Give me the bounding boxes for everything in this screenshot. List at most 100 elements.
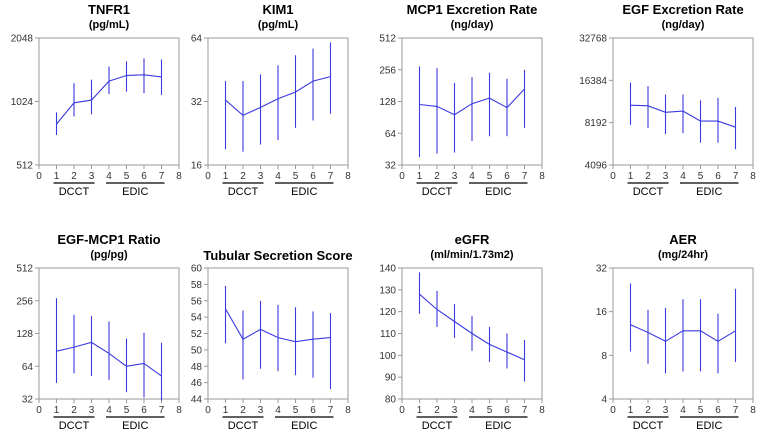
x-tick-label: 1 (417, 171, 423, 182)
y-tick-label: 8 (601, 351, 607, 362)
x-tick-label: 7 (522, 405, 528, 416)
x-tick-label: 5 (698, 405, 704, 416)
x-tick-label: 4 (680, 171, 686, 182)
chart-subtitle: (ng/day) (662, 19, 705, 31)
series-line (419, 293, 525, 361)
group-label: DCCT (59, 186, 90, 198)
chart-title: TNFR1 (88, 2, 130, 17)
chart-subtitle: (mg/24hr) (658, 249, 708, 261)
y-tick-label: 512 (16, 161, 33, 172)
x-tick-label: 8 (750, 171, 756, 182)
plot-frame (38, 37, 180, 166)
x-tick-label: 6 (504, 171, 510, 182)
y-tick-label: 16 (191, 161, 203, 172)
x-tick-label: 3 (89, 405, 95, 416)
x-tick-label: 8 (176, 171, 182, 182)
y-tick-label: 50 (191, 345, 203, 356)
chart-panel-7: eGFR (ml/min/1.73m2) 80 90 100 110 120 130 140 0 1… (379, 232, 545, 432)
x-tick-label: 0 (36, 405, 42, 416)
x-tick-label: 2 (240, 171, 246, 182)
x-tick-label: 3 (89, 171, 95, 182)
x-tick-label: 7 (733, 171, 739, 182)
y-tick-label: 256 (379, 65, 396, 76)
y-tick-label: 8192 (585, 118, 608, 129)
y-tick-label: 512 (16, 264, 33, 275)
y-tick-label: 32768 (579, 34, 607, 45)
chart-title: eGFR (455, 232, 490, 247)
x-tick-label: 0 (399, 405, 405, 416)
x-tick-label: 0 (205, 405, 211, 416)
y-tick-label: 16384 (579, 76, 607, 87)
x-tick-label: 6 (715, 171, 721, 182)
group-label: DCCT (228, 186, 259, 198)
y-tick-label: 32 (191, 97, 203, 108)
chart-title: EGF Excretion Rate (622, 2, 743, 17)
x-tick-label: 0 (610, 405, 616, 416)
x-tick-label: 3 (258, 405, 264, 416)
x-tick-label: 3 (663, 171, 669, 182)
x-tick-label: 2 (240, 405, 246, 416)
x-tick-label: 2 (434, 405, 440, 416)
chart-subtitle: (pg/mL) (89, 19, 130, 31)
x-tick-label: 6 (310, 171, 316, 182)
x-tick-label: 0 (610, 171, 616, 182)
x-tick-label: 2 (71, 405, 77, 416)
group-label: EDIC (122, 420, 148, 432)
group-label: EDIC (485, 420, 511, 432)
y-tick-label: 90 (385, 373, 397, 384)
group-label: DCCT (633, 186, 664, 198)
x-tick-label: 7 (733, 405, 739, 416)
y-tick-label: 100 (379, 351, 396, 362)
y-tick-label: 54 (191, 313, 203, 324)
x-tick-label: 6 (310, 405, 316, 416)
y-tick-label: 2048 (11, 34, 34, 45)
series-line (56, 341, 162, 377)
y-tick-label: 52 (191, 329, 203, 340)
x-tick-label: 7 (328, 405, 334, 416)
x-tick-label: 4 (106, 171, 112, 182)
y-tick-label: 80 (385, 395, 397, 406)
x-tick-label: 4 (275, 405, 281, 416)
series-line (56, 74, 162, 125)
x-tick-label: 2 (434, 171, 440, 182)
x-tick-label: 3 (452, 405, 458, 416)
y-tick-label: 16 (596, 307, 608, 318)
x-tick-label: 1 (223, 171, 229, 182)
y-tick-label: 128 (16, 329, 33, 340)
y-tick-label: 256 (16, 296, 33, 307)
y-tick-label: 140 (379, 264, 396, 275)
x-tick-label: 1 (628, 171, 634, 182)
x-tick-label: 7 (159, 405, 165, 416)
chart-subtitle: (pg/mL) (258, 19, 299, 31)
chart-subtitle: (ml/min/1.73m2) (430, 249, 513, 261)
x-tick-label: 5 (698, 171, 704, 182)
x-tick-label: 5 (124, 171, 130, 182)
x-tick-label: 5 (293, 405, 299, 416)
x-tick-label: 4 (469, 171, 475, 182)
chart-panel-4: EGF Excretion Rate(ng/day)40968192163843… (579, 2, 756, 198)
group-label: DCCT (422, 420, 453, 432)
x-tick-label: 5 (487, 171, 493, 182)
x-tick-label: 7 (328, 171, 334, 182)
y-tick-label: 120 (379, 307, 396, 318)
y-tick-label: 60 (191, 264, 203, 275)
y-tick-label: 4096 (585, 161, 608, 172)
x-tick-label: 0 (36, 171, 42, 182)
x-tick-label: 0 (399, 171, 405, 182)
group-label: EDIC (485, 186, 511, 198)
chart-title: KIM1 (262, 2, 293, 17)
y-tick-label: 56 (191, 296, 203, 307)
group-label: DCCT (228, 420, 259, 432)
x-tick-label: 4 (469, 405, 475, 416)
chart-title: EGF-MCP1 Ratio (57, 232, 160, 247)
chart-subtitle: (pg/pg) (90, 249, 128, 261)
y-tick-label: 32 (596, 264, 608, 275)
y-tick-label: 48 (191, 362, 203, 373)
chart-panel-3: MCP1 Excretion Rate(ng/day)3264128256512… (379, 2, 545, 198)
x-tick-label: 1 (223, 405, 229, 416)
group-label: DCCT (59, 420, 90, 432)
group-label: EDIC (291, 186, 317, 198)
y-tick-label: 32 (22, 395, 34, 406)
